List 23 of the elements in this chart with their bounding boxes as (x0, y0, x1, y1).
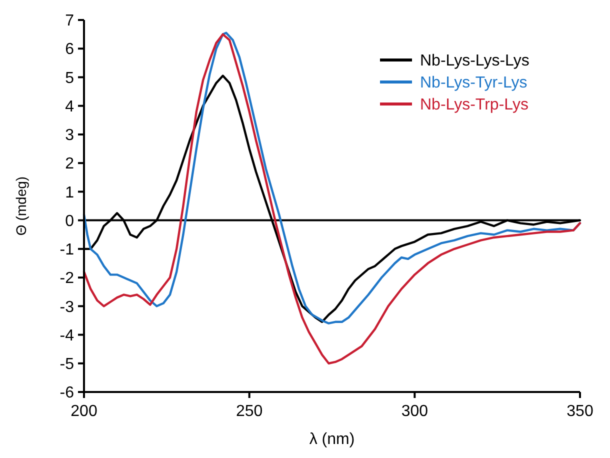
y-tick-label: -6 (60, 384, 74, 402)
y-tick-label: -3 (60, 298, 74, 316)
legend-label: Nb-Lys-Lys-Lys (420, 52, 530, 70)
y-tick-label: -5 (60, 356, 74, 373)
y-tick-label: 3 (65, 127, 74, 144)
y-tick-label: 4 (65, 98, 74, 116)
y-tick-label: 0 (65, 212, 74, 230)
x-tick-label: 350 (566, 403, 594, 420)
y-tick-label: -2 (60, 270, 74, 288)
y-axis-title: Θ (mdeg) (13, 176, 29, 236)
y-tick-label: 1 (65, 184, 74, 202)
x-tick-label: 300 (401, 403, 428, 420)
legend-label: Nb-Lys-Trp-Lys (420, 96, 528, 114)
y-tick-label: -1 (60, 242, 74, 259)
legend-label: Nb-Lys-Tyr-Lys (420, 74, 528, 92)
x-tick-label: 200 (70, 403, 98, 420)
y-tick-label: 6 (65, 41, 74, 58)
y-tick-label: 2 (65, 156, 74, 173)
y-tick-label: 7 (65, 12, 74, 30)
y-tick-label: -4 (60, 327, 74, 344)
y-tick-label: 5 (65, 70, 74, 87)
x-axis-title: λ (nm) (309, 431, 355, 448)
x-tick-label: 250 (236, 403, 263, 420)
